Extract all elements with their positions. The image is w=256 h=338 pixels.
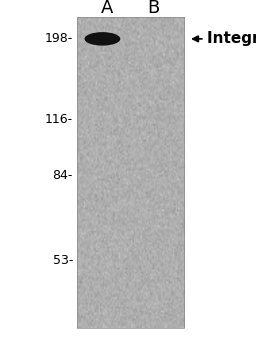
Ellipse shape <box>84 32 120 46</box>
Bar <box>77 17 184 328</box>
Text: A: A <box>101 0 114 18</box>
Text: 53-: 53- <box>52 254 73 267</box>
Text: 116-: 116- <box>45 114 73 126</box>
Text: 198-: 198- <box>45 32 73 45</box>
Text: Integrin α4: Integrin α4 <box>207 31 256 46</box>
Text: B: B <box>147 0 160 18</box>
Text: 84-: 84- <box>52 169 73 182</box>
